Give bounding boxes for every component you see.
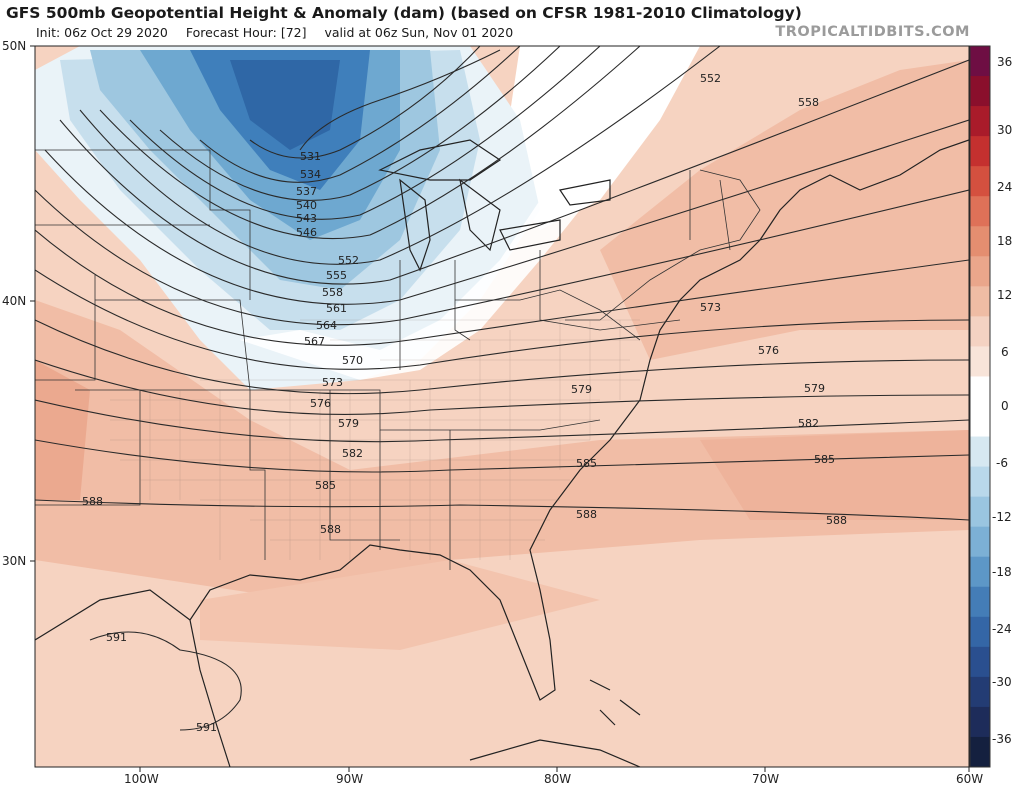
colorbar-segment <box>970 226 990 257</box>
colorbar-segment <box>970 46 990 77</box>
colorbar-tick: -30 <box>992 675 1012 689</box>
colorbar-segment <box>970 436 990 468</box>
colorbar-tick: 30 <box>997 123 1012 137</box>
map-title: GFS 500mb Geopotential Height & Anomaly … <box>6 4 802 22</box>
contour-label: 573 <box>322 376 343 389</box>
contour-label: 585 <box>315 479 336 492</box>
colorbar-segment <box>970 316 990 347</box>
contour-label: 576 <box>758 344 779 357</box>
contour-label: 573 <box>700 301 721 314</box>
latitude-labels: 50N 40N 30N <box>2 39 35 568</box>
contour-label: 564 <box>316 319 337 332</box>
colorbar-segment <box>970 166 990 197</box>
lon-label-100w: 100W <box>124 772 159 786</box>
contour-label: 555 <box>326 269 347 282</box>
contour-label: 576 <box>310 397 331 410</box>
contour-label: 585 <box>576 457 597 470</box>
colorbar-segment <box>970 136 990 167</box>
contour-label: 588 <box>826 514 847 527</box>
brand-watermark: TROPICALTIDBITS.COM <box>775 24 970 40</box>
colorbar-labels: 36 30 24 18 12 6 0 -6 -12 -18 -24 -30 -3… <box>992 55 1012 746</box>
contour-label: 591 <box>106 631 127 644</box>
forecast-hour: Forecast Hour: [72] <box>185 25 307 40</box>
colorbar-segment <box>970 556 990 588</box>
lat-label-30n: 30N <box>2 554 26 568</box>
contour-labels: 531 534 537 540 543 546 552 555 558 561 … <box>82 72 847 734</box>
lon-label-80w: 80W <box>544 772 571 786</box>
lon-label-60w: 60W <box>956 772 983 786</box>
contour-label: 579 <box>338 417 359 430</box>
colorbar-segment <box>970 586 990 618</box>
colorbar-tick: 6 <box>1001 345 1009 359</box>
lat-label-40n: 40N <box>2 294 26 308</box>
height-contours <box>35 46 969 731</box>
lat-label-50n: 50N <box>2 39 26 53</box>
contour-label: 588 <box>320 523 341 536</box>
colorbar-segment <box>970 706 990 738</box>
contour-label: 558 <box>798 96 819 109</box>
contour-label: 582 <box>342 447 363 460</box>
colorbar-segment <box>970 676 990 708</box>
contour-label: 579 <box>804 382 825 395</box>
lon-label-90w: 90W <box>336 772 363 786</box>
contour-label: 588 <box>82 495 103 508</box>
longitude-labels: 100W 90W 80W 70W 60W <box>124 767 983 786</box>
colorbar-segment <box>970 616 990 648</box>
colorbar-segment <box>970 526 990 558</box>
colorbar-segment <box>970 286 990 317</box>
contour-label: 534 <box>300 168 321 181</box>
contour-label: 567 <box>304 335 325 348</box>
colorbar-tick: -6 <box>996 456 1008 470</box>
colorbar-tick: 36 <box>997 55 1012 69</box>
colorbar-border <box>969 45 991 768</box>
contour-label: 537 <box>296 185 317 198</box>
contour-label: 558 <box>322 286 343 299</box>
lon-label-70w: 70W <box>752 772 779 786</box>
contour-label: 582 <box>798 417 819 430</box>
contour-label: 579 <box>571 383 592 396</box>
colorbar-segment <box>970 196 990 227</box>
colorbar-segment <box>970 406 990 438</box>
colorbar-tick: -36 <box>992 732 1012 746</box>
colorbar-segment <box>970 76 990 107</box>
colorbar-segment <box>970 346 990 377</box>
init-time: Init: 06z Oct 29 2020 <box>36 25 168 40</box>
colorbar-tick: 12 <box>997 288 1012 302</box>
colorbar-tick: 24 <box>997 180 1012 194</box>
colorbar-segment <box>970 256 990 287</box>
colorbar-segment <box>970 736 990 768</box>
colorbar-segment <box>970 496 990 528</box>
contour-label: 591 <box>196 721 217 734</box>
contour-label: 552 <box>700 72 721 85</box>
contour-label: 570 <box>342 354 363 367</box>
contour-label: 588 <box>576 508 597 521</box>
colorbar-tick: 18 <box>997 234 1012 248</box>
colorbar-tick: 0 <box>1001 399 1009 413</box>
colorbar-segment <box>970 646 990 678</box>
contour-label: 552 <box>338 254 359 267</box>
colorbar-tick: -24 <box>992 622 1012 636</box>
map-frame <box>34 45 970 768</box>
map-subtitle: Init: 06z Oct 29 2020 Forecast Hour: [72… <box>36 25 527 40</box>
colorbar-tick: -12 <box>992 510 1012 524</box>
contour-label: 546 <box>296 226 317 239</box>
contour-label: 531 <box>300 150 321 163</box>
colorbar-segment <box>970 376 990 407</box>
contour-label: 561 <box>326 302 347 315</box>
valid-time: valid at 06z Sun, Nov 01 2020 <box>324 25 514 40</box>
county-borders <box>110 319 640 560</box>
contour-label: 540 <box>296 199 317 212</box>
colorbar-tick: -18 <box>992 565 1012 579</box>
contour-label: 543 <box>296 212 317 225</box>
contour-label: 585 <box>814 453 835 466</box>
anomaly-colorbar <box>969 45 991 768</box>
colorbar-segment <box>970 466 990 498</box>
coastlines <box>35 139 969 767</box>
colorbar-segment <box>970 106 990 137</box>
